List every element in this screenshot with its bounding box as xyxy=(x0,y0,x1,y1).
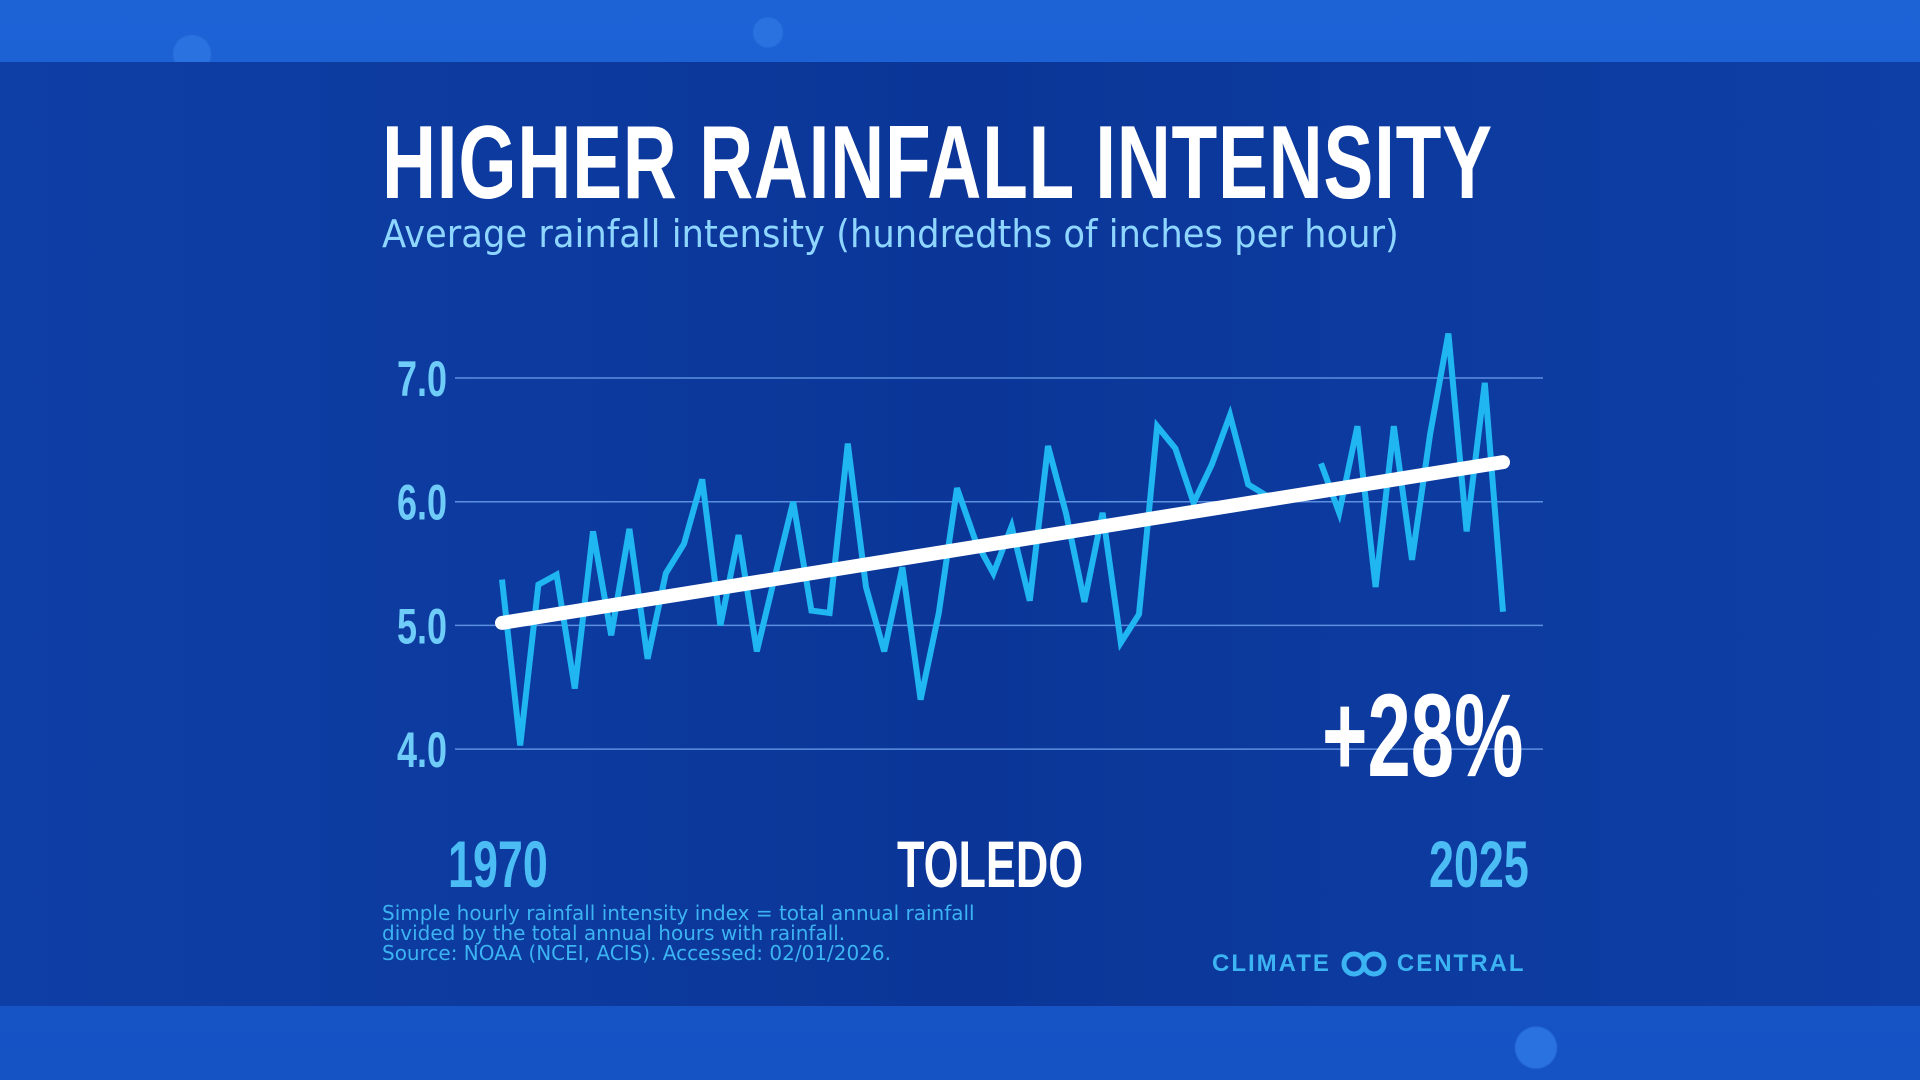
x-label-start: 1970 xyxy=(448,827,548,901)
logo-text-left: CLIMATE xyxy=(1212,950,1331,977)
footnote-line: Simple hourly rainfall intensity index =… xyxy=(382,901,975,925)
rainfall-intensity-line xyxy=(499,332,1506,746)
y-tick-label: 4.0 xyxy=(397,723,447,778)
y-tick-label: 6.0 xyxy=(397,476,447,531)
chart-title: HIGHER RAINFALL INTENSITY xyxy=(382,105,1493,221)
linked-rings-icon xyxy=(1341,951,1387,977)
climate-central-logo: CLIMATE CENTRAL xyxy=(1212,950,1526,978)
trend-line xyxy=(495,455,1510,630)
percent-change: +28% xyxy=(1322,670,1524,802)
chart-subtitle: Average rainfall intensity (hundredths o… xyxy=(382,212,1399,256)
location-label: TOLEDO xyxy=(897,827,1084,901)
footnote-line: divided by the total annual hours with r… xyxy=(382,921,846,945)
y-tick-label: 5.0 xyxy=(397,600,447,655)
source-line: Source: NOAA (NCEI, ACIS). Accessed: 02/… xyxy=(382,941,891,965)
chart-panel xyxy=(0,62,1920,1006)
y-tick-label: 7.0 xyxy=(397,352,447,407)
footnote: Simple hourly rainfall intensity index =… xyxy=(382,903,975,963)
logo-text-right: CENTRAL xyxy=(1396,950,1526,977)
x-label-end: 2025 xyxy=(1429,827,1529,901)
